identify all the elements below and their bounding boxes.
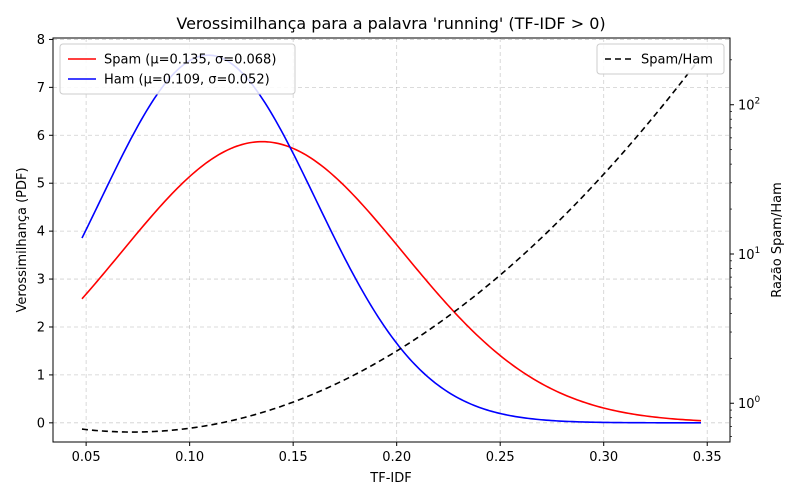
- x-tick-label: 0.10: [175, 450, 204, 465]
- y-left-tick-label: 1: [37, 368, 45, 383]
- legend-left: Spam (μ=0.135, σ=0.068) Ham (μ=0.109, σ=0…: [59, 43, 296, 95]
- y-left-tick-label: 6: [37, 129, 45, 144]
- y-left-tick-label: 4: [37, 225, 45, 240]
- y-left-tick-label: 7: [37, 81, 45, 96]
- y-left-tick-label: 0: [37, 416, 45, 431]
- legend-right: Spam/Ham: [596, 43, 725, 75]
- y-left-tick-label: 5: [37, 177, 45, 192]
- y-axis-right-label: Razão Spam/Ham: [770, 182, 785, 298]
- y-left-tick-label: 3: [37, 273, 45, 288]
- x-tick-label: 0.20: [382, 450, 411, 465]
- legend-box: [59, 43, 296, 95]
- y-axis-right: 100 101 102: [730, 59, 761, 437]
- y-left-tick-label: 8: [37, 33, 45, 48]
- legend-label: Spam (μ=0.135, σ=0.068): [104, 53, 276, 68]
- x-axis-label: TF-IDF: [369, 471, 411, 486]
- chart-title: Verossimilhança para a palavra 'running'…: [176, 14, 605, 33]
- legend-box: [596, 43, 725, 75]
- x-tick-label: 0.30: [589, 450, 618, 465]
- y-left-tick-label: 2: [37, 320, 45, 335]
- x-tick-label: 0.35: [693, 450, 722, 465]
- y-axis-left: 0 1 2 3 4 5 6 7 8: [37, 33, 53, 431]
- legend-label: Ham (μ=0.109, σ=0.052): [104, 73, 270, 88]
- x-tick-label: 0.15: [279, 450, 308, 465]
- y-right-tick-label: 102: [738, 97, 760, 114]
- series-line-spam: [81, 140, 702, 422]
- legend-label: Spam/Ham: [641, 53, 713, 68]
- x-tick-label: 0.25: [486, 450, 515, 465]
- y-axis-left-label: Verossimilhança (PDF): [15, 167, 30, 312]
- x-tick-label: 0.05: [72, 450, 101, 465]
- x-axis: 0.05 0.10 0.15 0.20 0.25 0.30 0.35: [72, 442, 722, 465]
- plot-frame: [52, 37, 731, 443]
- series-line-ratio: [81, 56, 702, 433]
- y-right-tick-label: 100: [738, 395, 761, 412]
- y-right-tick-label: 101: [738, 246, 760, 263]
